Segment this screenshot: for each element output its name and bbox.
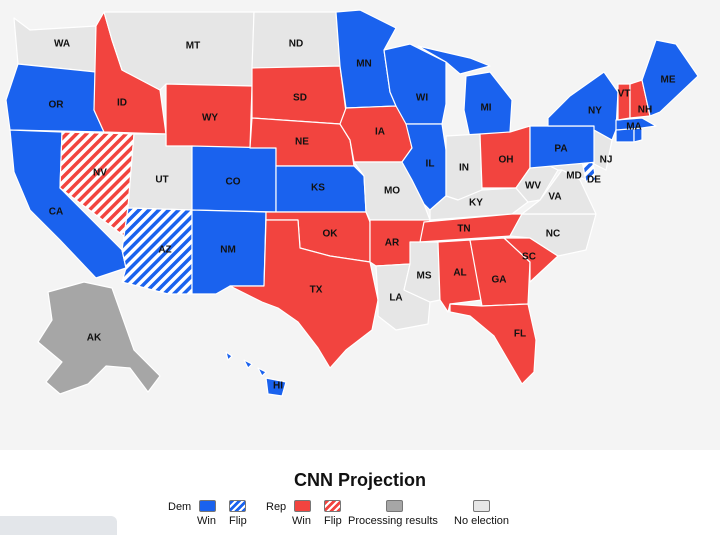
state-TX[interactable] — [229, 219, 379, 369]
legend-rep-win-swatch — [294, 500, 311, 512]
state-CO[interactable] — [191, 145, 277, 213]
legend-dem-win-text: Win — [197, 515, 216, 527]
state-AK[interactable] — [37, 281, 161, 395]
legend-title: CNN Projection — [293, 470, 426, 490]
state-OR[interactable] — [5, 63, 105, 133]
state-RI[interactable] — [633, 127, 643, 143]
legend-dem-win-swatch — [199, 500, 216, 512]
bottom-toolbar[interactable] — [0, 516, 117, 535]
legend-no-election-swatch — [473, 500, 490, 512]
legend-processing-text: Processing results — [348, 515, 438, 527]
us-map: WA OR CA ID NV MT WY UT AZ CO NM ND SD N… — [5, 9, 699, 397]
legend-rep-win-text: Win — [292, 515, 311, 527]
state-ND[interactable] — [251, 11, 341, 69]
legend-rep-flip-text: Flip — [324, 515, 342, 527]
state-KS[interactable] — [275, 165, 367, 213]
legend-rep-label: Rep — [266, 501, 287, 513]
state-MI[interactable] — [463, 71, 513, 139]
legend-rep-flip-swatch — [324, 500, 341, 512]
state-GA[interactable] — [469, 237, 531, 307]
state-WY[interactable] — [165, 83, 253, 149]
legend-dem-label: Dem — [168, 501, 192, 513]
state-VT[interactable] — [617, 83, 631, 121]
state-IN[interactable] — [445, 133, 483, 201]
legend-dem-flip-text: Flip — [229, 515, 247, 527]
state-VA[interactable] — [521, 169, 597, 215]
state-IL[interactable] — [401, 123, 447, 211]
state-ME[interactable] — [641, 39, 699, 117]
state-MS[interactable] — [403, 241, 441, 303]
legend-no-election-text: No election — [454, 515, 510, 527]
legend-processing-swatch — [386, 500, 403, 512]
state-MA[interactable] — [615, 117, 657, 131]
state-NY[interactable] — [547, 71, 619, 141]
state-UT[interactable] — [127, 133, 193, 211]
legend-dem-flip-swatch — [229, 500, 246, 512]
state-AZ[interactable] — [121, 207, 193, 295]
state-FL[interactable] — [449, 303, 537, 385]
state-MI-upper[interactable] — [417, 45, 491, 75]
state-WA[interactable] — [13, 17, 97, 73]
state-SD[interactable] — [251, 65, 347, 125]
state-HI[interactable] — [225, 351, 287, 397]
state-NM[interactable] — [191, 209, 267, 295]
state-PA[interactable] — [529, 125, 599, 169]
